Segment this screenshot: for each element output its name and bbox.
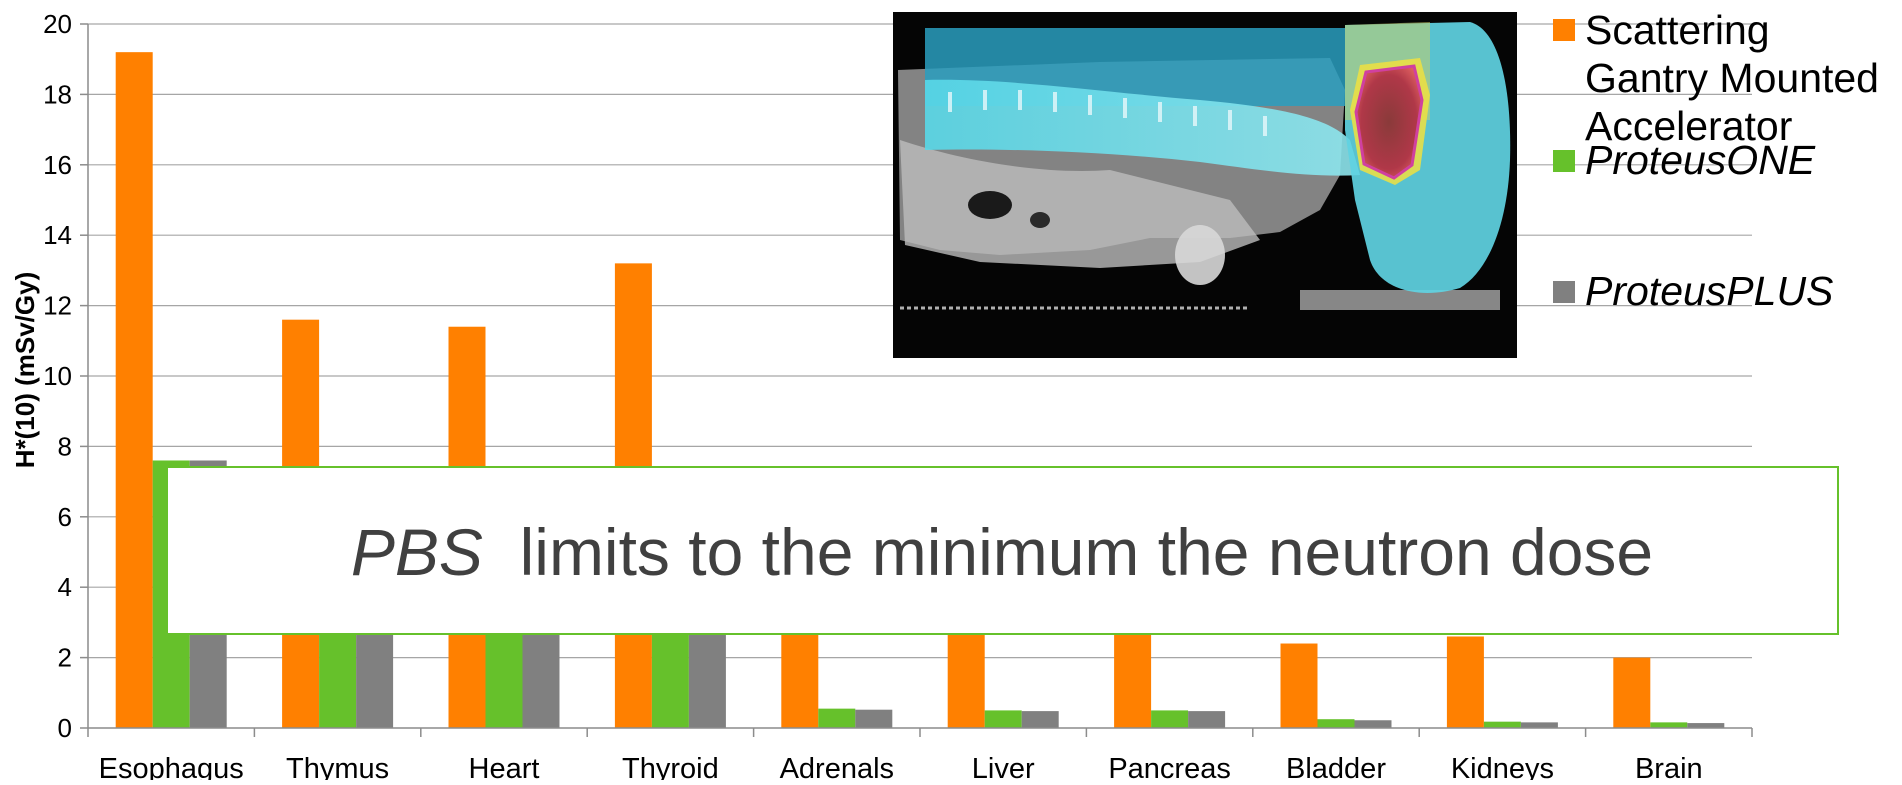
ct-dose-inset-image	[893, 12, 1517, 358]
bar-proteusplus-adrenals	[855, 709, 893, 728]
bar-proteusplus-thymus	[356, 622, 394, 728]
x-tick-label: Adrenals	[780, 753, 894, 780]
x-tick-label: Brain	[1635, 753, 1703, 780]
y-tick-label: 4	[58, 572, 72, 602]
bar-proteusone-thyroid	[651, 622, 689, 728]
y-tick-label: 20	[43, 9, 72, 39]
legend-label-scattering-line2: Gantry Mounted	[1585, 55, 1879, 101]
legend-label-proteusplus: ProteusPLUS	[1585, 268, 1833, 314]
bars	[115, 52, 1725, 729]
bar-proteusone-adrenals	[818, 708, 856, 728]
callout-text: PBS limits to the minimum the neutron do…	[351, 515, 1653, 589]
y-tick-label: 8	[58, 431, 72, 461]
bar-proteusone-liver	[984, 710, 1022, 728]
callout-main-part: limits to the minimum the neutron dose	[520, 515, 1654, 589]
x-tick-label: Thyroid	[622, 753, 719, 780]
bar-scattering-gantry-mounted-accelerator-kidneys	[1446, 636, 1484, 728]
legend-label-scattering-line1: Scattering	[1585, 7, 1770, 53]
legend-swatch-scattering	[1553, 19, 1575, 41]
y-tick-label: 0	[58, 713, 72, 743]
y-tick-label: 6	[58, 502, 72, 532]
y-tick-label: 14	[43, 220, 72, 250]
callout-box: PBS limits to the minimum the neutron do…	[166, 466, 1839, 635]
bar-proteusone-pancreas	[1151, 710, 1189, 728]
bar-scattering-gantry-mounted-accelerator-liver	[947, 618, 985, 728]
bar-proteusplus-pancreas	[1188, 711, 1226, 728]
bar-proteusone-heart	[485, 622, 523, 728]
legend-swatch-proteusone	[1553, 150, 1575, 172]
y-axis-title: H*(10) (mSv/Gy)	[10, 272, 40, 469]
y-tick-label: 16	[43, 150, 72, 180]
bar-proteusplus-heart	[522, 622, 560, 728]
bar-proteusplus-liver	[1021, 711, 1059, 728]
bar-proteusplus-thyroid	[688, 622, 726, 728]
y-tick-label: 18	[43, 79, 72, 109]
legend: Scattering Gantry Mounted Accelerator Pr…	[1553, 7, 1879, 314]
bar-scattering-gantry-mounted-accelerator-brain	[1613, 657, 1651, 728]
x-tick-label: Esophagus	[99, 753, 244, 780]
bar-proteusone-thymus	[319, 622, 357, 728]
x-tick-label: Heart	[469, 753, 540, 780]
bar-proteusone-kidneys	[1483, 721, 1521, 728]
bar-scattering-gantry-mounted-accelerator-esophagus	[115, 52, 153, 729]
legend-swatch-proteusplus	[1553, 281, 1575, 303]
bar-proteusone-bladder	[1317, 719, 1355, 728]
bar-proteusone-brain	[1650, 722, 1688, 728]
x-tick-label: Thymus	[286, 753, 389, 780]
bar-proteusplus-brain	[1687, 723, 1725, 728]
legend-label-scattering-line3: Accelerator	[1585, 103, 1792, 149]
x-tick-label: Bladder	[1286, 753, 1386, 780]
legend-label-proteusone: ProteusONE	[1585, 137, 1816, 183]
bar-proteusplus-bladder	[1354, 720, 1392, 728]
bar-scattering-gantry-mounted-accelerator-bladder	[1280, 643, 1318, 728]
callout-italic-part: PBS	[351, 515, 483, 589]
bar-scattering-gantry-mounted-accelerator-pancreas	[1114, 622, 1152, 728]
legend-item-proteusone: ProteusONE	[1553, 137, 1816, 183]
y-tick-label: 12	[43, 291, 72, 321]
y-tick-label: 10	[43, 361, 72, 391]
axes	[80, 23, 1753, 737]
y-tick-label: 2	[58, 643, 72, 673]
x-tick-label: Pancreas	[1108, 753, 1231, 780]
bar-proteusplus-kidneys	[1520, 722, 1558, 728]
x-tick-label: Liver	[972, 753, 1035, 780]
x-tick-label: Kidneys	[1451, 753, 1554, 780]
legend-item-proteusplus: ProteusPLUS	[1553, 268, 1833, 314]
legend-item-scattering: Scattering Gantry Mounted Accelerator	[1553, 7, 1879, 149]
